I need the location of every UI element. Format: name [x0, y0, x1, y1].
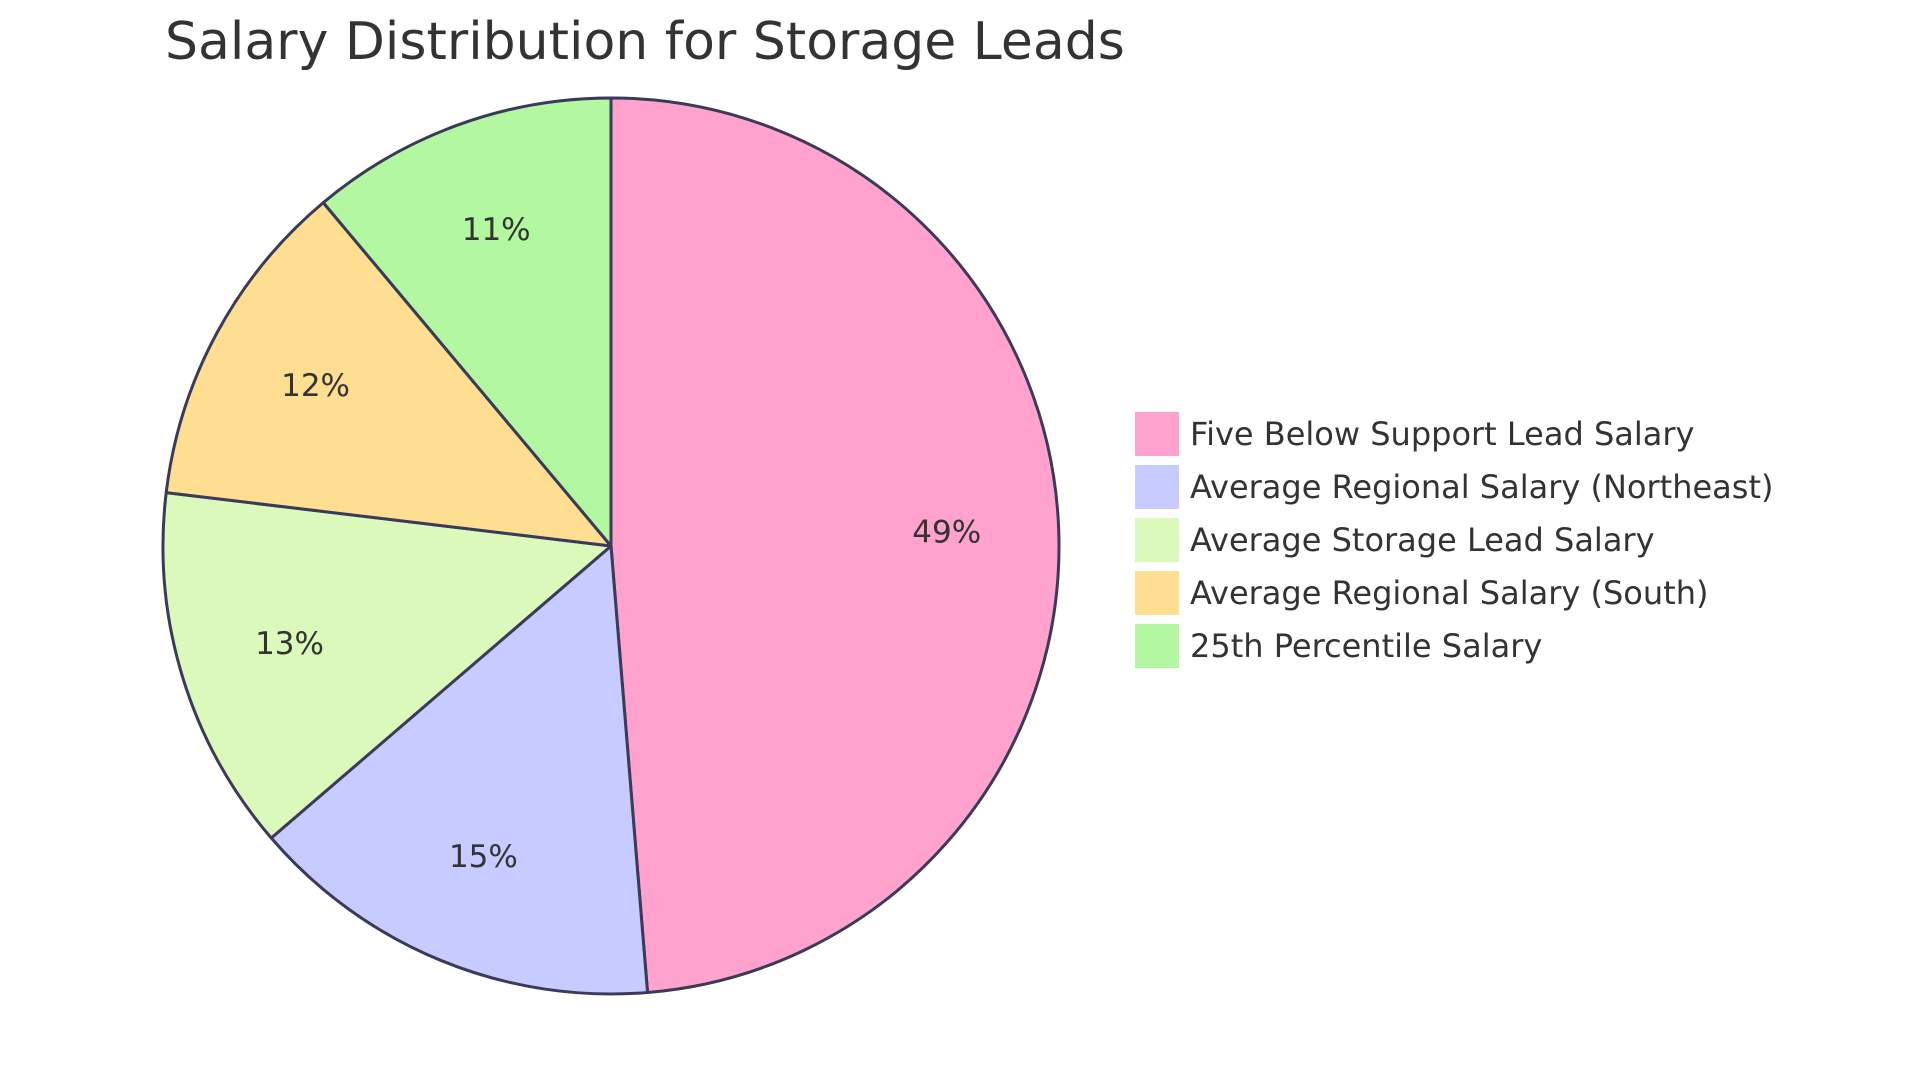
legend-label: Average Storage Lead Salary [1190, 521, 1655, 559]
slice-percent-label: 11% [462, 212, 531, 248]
slice-percent-label: 12% [281, 368, 350, 404]
legend-label: 25th Percentile Salary [1190, 627, 1542, 665]
legend-swatch [1133, 622, 1181, 670]
legend-swatch [1133, 463, 1181, 511]
pie-slice-1 [609, 96, 1061, 995]
pie-slice-4 [164, 201, 613, 548]
pie-slice-5 [321, 96, 613, 548]
legend-label: Average Regional Salary (Northeast) [1190, 468, 1773, 506]
pie-slice-3 [161, 491, 613, 840]
slice-percent-label: 49% [912, 514, 981, 550]
legend-swatch [1133, 410, 1181, 458]
pie-slices [161, 96, 1061, 996]
chart-title: Salary Distribution for Storage Leads [165, 12, 1125, 72]
pie-slice-2 [269, 544, 650, 996]
legend-label: Five Below Support Lead Salary [1190, 415, 1694, 453]
legend-swatch [1133, 569, 1181, 617]
legend-swatch [1133, 516, 1181, 564]
slice-percent-label: 15% [449, 839, 518, 875]
legend-label: Average Regional Salary (South) [1190, 574, 1708, 612]
pie-slice-labels: 49% 15% 13% 12% 11% [255, 212, 981, 875]
legend: Five Below Support Lead Salary Average Re… [1133, 410, 1773, 670]
slice-percent-label: 13% [255, 626, 324, 662]
